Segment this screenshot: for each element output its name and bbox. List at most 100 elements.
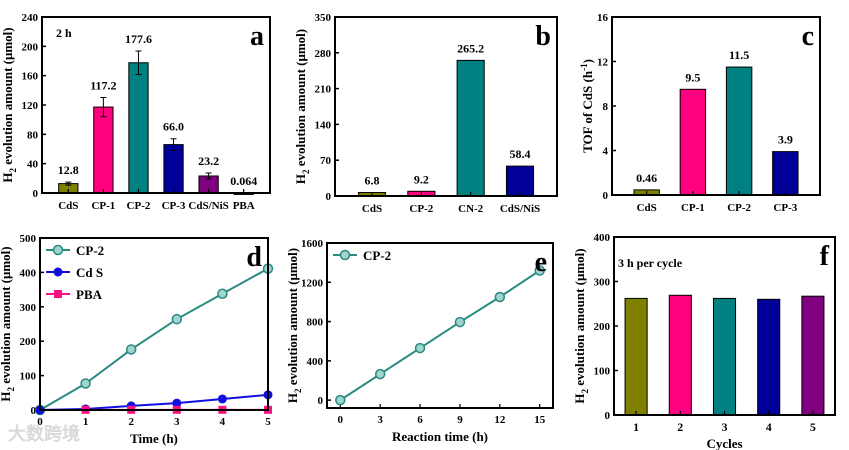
y-label-rest: evolution amount (μmol) <box>0 27 15 168</box>
bar-4 <box>757 298 781 416</box>
y-tick-label: 200 <box>20 336 37 348</box>
x-tick-label: 3 <box>722 420 728 434</box>
data-label: 58.4 <box>510 147 531 161</box>
y-tick-label: 80 <box>27 129 39 141</box>
x-tick-label: 3 <box>174 416 180 428</box>
y-label-main: H <box>293 174 308 184</box>
y-tick-label: 280 <box>315 48 332 60</box>
data-label: 0.064 <box>230 174 257 188</box>
x-tick-label: 1 <box>83 416 89 428</box>
y-axis-label: H2 evolution amount (μmol) <box>0 246 16 401</box>
data-point <box>171 313 183 325</box>
bar-CP-2 <box>128 62 149 194</box>
y-tick-label: 100 <box>20 371 37 383</box>
panel-letter: d <box>246 242 262 273</box>
y-tick-label: 0 <box>318 395 324 407</box>
data-label: 177.6 <box>125 32 152 46</box>
watermark: 大数跨境 <box>8 423 80 444</box>
panel-letter: a <box>250 21 264 52</box>
y-label-script: 2 <box>293 388 303 393</box>
y-tick-label: 400 <box>20 267 37 279</box>
x-tick-label: CdS/NiS <box>188 200 228 212</box>
x-tick-label: CP-2 <box>727 202 751 214</box>
x-tick-label: 15 <box>534 414 546 426</box>
data-point <box>534 265 545 276</box>
y-label-rest: evolution amount (μmol) <box>0 246 13 387</box>
data-point <box>217 394 227 404</box>
x-tick-label: PBA <box>233 200 255 212</box>
x-tick-label: 1 <box>633 420 639 434</box>
y-tick-label: 0 <box>33 188 39 200</box>
x-tick-label: CN-2 <box>458 203 484 215</box>
data-label: 3.9 <box>778 133 793 147</box>
panel-c: 0 4 8 12 16 TOF of CdS (h-1) 0.46 CdS 9.5 CP-1 11.… <box>579 12 821 214</box>
data-label: 117.2 <box>90 79 116 93</box>
data-label: 11.5 <box>729 48 749 62</box>
x-axis-label: Time (h) <box>130 431 178 446</box>
bar-5 <box>801 295 825 416</box>
x-tick-label: CP-2 <box>127 200 151 212</box>
data-label: 0.46 <box>636 171 657 185</box>
y-tick-label: 400 <box>307 356 324 368</box>
x-tick-label: 4 <box>220 416 226 428</box>
y-tick-label: 40 <box>27 159 39 171</box>
bar-CP-1 <box>93 106 114 194</box>
bar-CN-2 <box>456 59 485 197</box>
data-label: 66.0 <box>163 120 184 134</box>
error-bar <box>170 138 177 151</box>
legend-label: CP-2 <box>76 243 104 258</box>
x-tick-label: CdS/NiS <box>500 203 540 215</box>
bar-CP-2 <box>725 66 753 196</box>
y-tick-label: 1600 <box>301 238 324 250</box>
y-tick-label: 0 <box>31 405 37 417</box>
y-axis-label: H2 evolution amount (μmol) <box>285 248 303 403</box>
y-tick-label: 0 <box>326 191 332 203</box>
y-tick-label: 8 <box>603 101 609 113</box>
panel-letter: e <box>535 247 547 278</box>
panel-letter: f <box>820 241 830 272</box>
y-tick-label: 0 <box>603 190 609 202</box>
error-bar <box>65 181 72 186</box>
data-point <box>125 344 137 355</box>
x-tick-label: CP-1 <box>91 200 115 212</box>
bar-CdS/NiS <box>505 165 535 197</box>
axes-frame <box>334 16 558 197</box>
x-tick-label: 2 <box>677 420 683 434</box>
data-point <box>80 378 91 389</box>
bar-2 <box>668 294 692 416</box>
data-point <box>494 291 506 303</box>
error-bar <box>100 97 107 118</box>
data-label: 12.8 <box>58 163 79 177</box>
y-tick-label: 0 <box>605 410 611 422</box>
x-tick-label: CdS <box>637 202 657 214</box>
y-axis-label: H2 evolution amount (μmol) <box>293 29 311 184</box>
x-tick-label: 6 <box>417 414 423 426</box>
x-tick-label: 3 <box>377 414 383 426</box>
data-label: 265.2 <box>457 41 484 55</box>
bar-CP-1 <box>679 88 707 196</box>
legend-marker <box>53 267 63 277</box>
legend-label: PBA <box>76 287 103 302</box>
data-label: 9.5 <box>685 70 700 84</box>
y-tick-label: 500 <box>20 233 37 245</box>
panel-b: 0 70 140 210 280 350 H2 evolution amount (μmol… <box>293 12 558 215</box>
y-label-script: 2 <box>8 168 18 173</box>
y-label-main: TOF of CdS (h <box>580 70 595 153</box>
y-tick-label: 140 <box>315 119 332 131</box>
bar-CP-3 <box>163 144 184 194</box>
axes-frame <box>41 16 271 194</box>
y-tick-label: 200 <box>22 41 39 53</box>
series-line-CP-2 <box>339 269 541 401</box>
axes-frame <box>39 237 269 411</box>
data-label: 23.2 <box>198 154 219 168</box>
x-tick-label: 5 <box>265 416 271 428</box>
y-axis-label: H2 evolution amount (μmol) <box>0 27 18 182</box>
panel-letter: c <box>802 21 814 52</box>
x-tick-label: CP-3 <box>773 202 797 214</box>
y-tick-label: 120 <box>22 100 39 112</box>
x-tick-label: 4 <box>766 420 772 434</box>
data-point <box>374 368 386 380</box>
error-bar <box>135 50 142 75</box>
series-line-CP-2 <box>39 267 269 411</box>
